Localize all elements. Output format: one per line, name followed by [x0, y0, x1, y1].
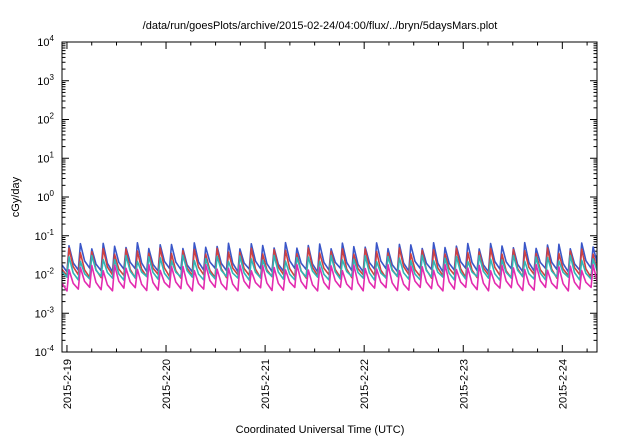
- svg-text:10-1: 10-1: [35, 228, 55, 243]
- plot-title: /data/run/goesPlots/archive/2015-02-24/0…: [142, 20, 498, 32]
- svg-text:2015-2-22: 2015-2-22: [359, 359, 371, 409]
- svg-text:2015-2-19: 2015-2-19: [62, 359, 74, 409]
- svg-text:2015-2-24: 2015-2-24: [557, 359, 569, 409]
- svg-text:2015-2-21: 2015-2-21: [260, 359, 272, 409]
- svg-text:102: 102: [37, 112, 54, 127]
- x-axis-label: Coordinated Universal Time (UTC): [235, 424, 405, 436]
- y-axis-label: cGy/day: [10, 176, 22, 218]
- svg-text:2015-2-20: 2015-2-20: [161, 359, 173, 409]
- svg-text:101: 101: [37, 150, 54, 165]
- svg-text:100: 100: [37, 189, 54, 204]
- svg-text:2015-2-23: 2015-2-23: [458, 359, 470, 409]
- svg-text:104: 104: [37, 34, 54, 49]
- svg-text:10-3: 10-3: [35, 305, 55, 320]
- svg-text:103: 103: [37, 73, 54, 88]
- svg-text:10-4: 10-4: [35, 344, 55, 359]
- svg-text:10-2: 10-2: [35, 267, 55, 282]
